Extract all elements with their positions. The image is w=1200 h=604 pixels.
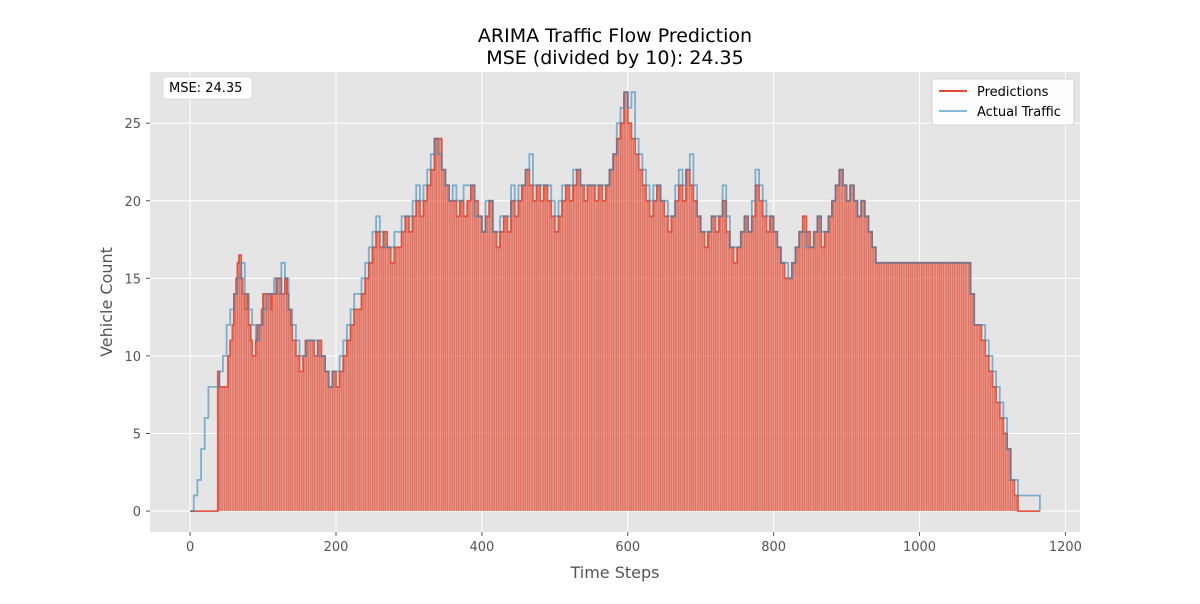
x-tick-label: 1000 (903, 540, 936, 555)
legend-box (931, 78, 1075, 126)
series-lines (190, 91, 1041, 512)
chart-title: ARIMA Traffic Flow Prediction (478, 25, 752, 47)
y-ticks: 0 5 10 15 20 25 (124, 117, 150, 520)
mse-annotation-text: MSE: 24.35 (169, 81, 242, 96)
series-line-actual (190, 91, 1041, 512)
x-tick-label: 0 (186, 540, 194, 555)
legend: Predictions Actual Traffic (931, 78, 1075, 126)
y-tick-label: 0 (133, 505, 141, 520)
x-axis-label: Time Steps (569, 563, 659, 582)
chart-subtitle: MSE (divided by 10): 24.35 (486, 47, 743, 69)
x-ticks: 0 200 400 600 800 1000 1200 (186, 532, 1082, 555)
mse-annotation: MSE: 24.35 (162, 76, 253, 100)
x-tick-label: 400 (469, 540, 494, 555)
y-tick-label: 5 (133, 427, 141, 442)
x-tick-label: 600 (615, 540, 640, 555)
prediction-bars (218, 92, 1018, 512)
mse-annotation-box (162, 76, 253, 100)
x-tick-label: 200 (324, 540, 349, 555)
y-tick-label: 20 (124, 195, 141, 210)
x-tick-label: 800 (761, 540, 786, 555)
y-tick-label: 15 (124, 272, 141, 287)
legend-label-predictions: Predictions (977, 85, 1049, 100)
legend-label-actual: Actual Traffic (977, 105, 1061, 120)
x-tick-label: 1200 (1049, 540, 1082, 555)
y-axis-label: Vehicle Count (97, 247, 116, 357)
y-tick-label: 25 (124, 117, 141, 132)
y-tick-label: 10 (124, 350, 141, 365)
